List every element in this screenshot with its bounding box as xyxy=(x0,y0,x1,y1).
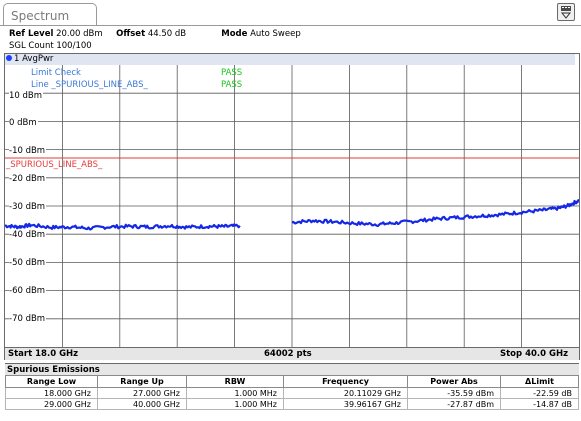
sweep-points: 64002 pts xyxy=(264,349,312,359)
ref-level-value: 20.00 dBm xyxy=(56,29,103,39)
spurious-title: Spurious Emissions xyxy=(5,363,579,375)
col-power-abs: Power Abs xyxy=(407,375,501,388)
offset-label: Offset xyxy=(116,29,146,39)
table-row[interactable]: 29.000 GHz 40.000 GHz 1.000 MHz 39.96167… xyxy=(5,398,579,410)
col-delta-limit: ΔLimit xyxy=(500,375,579,388)
limit-line-result: PASS xyxy=(221,80,243,90)
trace-header: 1 AvgPwr xyxy=(5,54,575,65)
cell-range-up: 40.000 GHz xyxy=(97,398,187,410)
y-tick-label: -40 dBm xyxy=(9,230,47,240)
cell-range-up: 27.000 GHz xyxy=(97,387,187,399)
spurious-table: Range Low Range Up RBW Frequency Power A… xyxy=(5,375,579,410)
sgl-count: SGL Count 100/100 xyxy=(9,41,92,51)
col-rbw: RBW xyxy=(186,375,284,388)
y-tick-label: -30 dBm xyxy=(9,202,47,212)
offset-value: 44.50 dB xyxy=(147,29,187,39)
mode-label: Mode xyxy=(221,29,248,39)
limit-line-name: _SPURIOUS_LINE_ABS_ xyxy=(6,160,103,170)
y-tick-label: -70 dBm xyxy=(9,314,47,324)
cell-delta-limit: -22.59 dB xyxy=(500,387,579,399)
col-range-low: Range Low xyxy=(5,375,98,388)
y-tick-label: -50 dBm xyxy=(9,258,47,268)
mode-value: Auto Sweep xyxy=(250,29,301,39)
cell-power-abs: -35.59 dBm xyxy=(407,387,501,399)
x-axis-bar: Start 18.0 GHz 64002 pts Stop 40.0 GHz xyxy=(5,347,579,360)
y-tick-label: -60 dBm xyxy=(9,286,47,296)
limit-line-label: Line _SPURIOUS_LINE_ABS_ xyxy=(31,80,148,90)
bottom-bar xyxy=(0,411,581,421)
measurement-info: Ref Level 20.00 dBm Offset 44.50 dB Mode… xyxy=(9,28,301,52)
menu-button[interactable] xyxy=(557,3,575,21)
ref-level-label: Ref Level xyxy=(9,29,54,39)
spectrum-plot[interactable] xyxy=(4,53,580,360)
cell-range-low: 18.000 GHz xyxy=(5,387,98,399)
top-bar: Spectrum xyxy=(0,0,581,26)
table-row[interactable]: 18.000 GHz 27.000 GHz 1.000 MHz 20.11029… xyxy=(5,387,579,399)
limit-check-label: Limit Check xyxy=(31,68,81,78)
cell-rbw: 1.000 MHz xyxy=(186,398,284,410)
cell-frequency: 39.96167 GHz xyxy=(283,398,408,410)
cell-frequency: 20.11029 GHz xyxy=(283,387,408,399)
spectrum-chart xyxy=(5,65,579,347)
y-tick-label: -10 dBm xyxy=(9,146,47,156)
col-range-up: Range Up xyxy=(97,375,187,388)
y-tick-label: 10 dBm xyxy=(9,91,44,101)
start-frequency: Start 18.0 GHz xyxy=(8,349,79,359)
trace-indicator-icon xyxy=(6,55,12,61)
y-tick-label: -20 dBm xyxy=(9,174,47,184)
trace-segment xyxy=(5,222,241,231)
cell-power-abs: -27.87 dBm xyxy=(407,398,501,410)
cell-delta-limit: -14.87 dB xyxy=(500,398,579,410)
cell-range-low: 29.000 GHz xyxy=(5,398,98,410)
menu-dropdown-icon xyxy=(560,6,572,19)
trace-label: 1 AvgPwr xyxy=(14,54,54,64)
stop-frequency: Stop 40.0 GHz xyxy=(500,349,569,359)
y-tick-label: 0 dBm xyxy=(9,118,38,128)
limit-check-result: PASS xyxy=(221,68,243,78)
tab-spectrum[interactable]: Spectrum xyxy=(3,3,97,25)
col-frequency: Frequency xyxy=(283,375,408,388)
trace-segment xyxy=(291,199,579,227)
cell-rbw: 1.000 MHz xyxy=(186,387,284,399)
